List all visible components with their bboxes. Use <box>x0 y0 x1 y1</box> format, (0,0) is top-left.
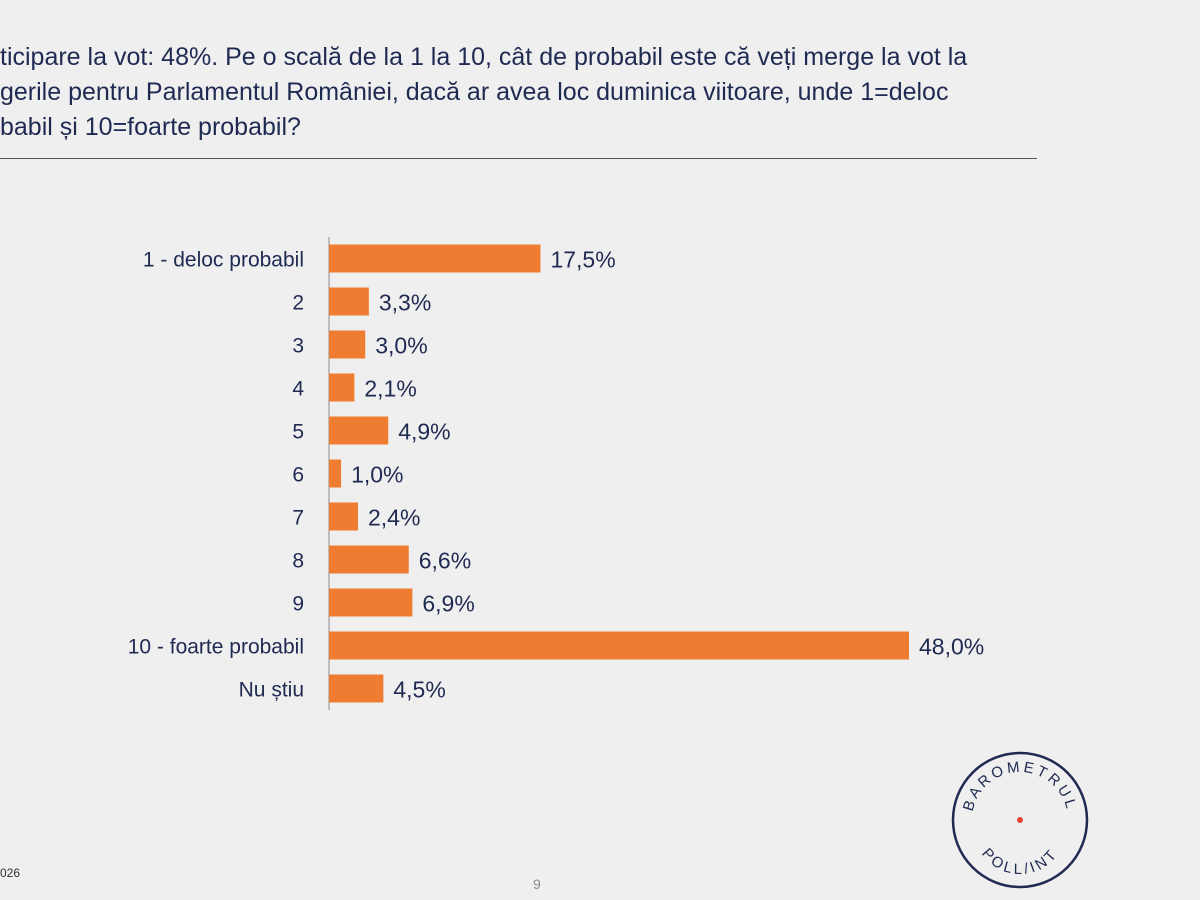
data-label: 1,0% <box>351 462 403 488</box>
logo-dot <box>1017 817 1023 823</box>
bar <box>329 502 358 531</box>
question-line-2: gerile pentru Parlamentul României, dacă… <box>0 78 949 106</box>
question-text: ticipare la vot: 48%. Pe o scală de la 1… <box>0 40 1040 145</box>
bar <box>329 244 541 273</box>
data-label: 4,5% <box>393 677 445 703</box>
bar <box>329 674 384 703</box>
bar <box>329 588 413 617</box>
category-label: 3 <box>292 335 304 358</box>
category-label: 9 <box>292 593 304 616</box>
category-label: 7 <box>292 507 304 530</box>
bar <box>329 545 409 574</box>
data-label: 3,3% <box>379 290 431 316</box>
bar <box>329 330 366 359</box>
bar <box>329 373 355 402</box>
page-number: 9 <box>533 876 541 892</box>
data-label: 17,5% <box>550 247 615 273</box>
bar-chart: 1 - deloc probabil 17,5% 2 3,3% 3 3,0% 4 2,1% 5 4… <box>128 237 984 710</box>
bar <box>329 287 369 316</box>
category-label: Nu știu <box>239 679 304 702</box>
data-label: 2,1% <box>364 376 416 402</box>
question-line-3: babil și 10=foarte probabil? <box>0 113 301 141</box>
logo-ring <box>951 751 1089 889</box>
bar <box>329 416 389 445</box>
question-line-1: ticipare la vot: 48%. Pe o scală de la 1… <box>0 43 968 71</box>
data-label: 6,9% <box>422 591 474 617</box>
data-label: 2,4% <box>368 505 420 531</box>
logo-bottom-text: POLL/INT <box>978 845 1061 878</box>
category-label: 6 <box>292 464 304 487</box>
barometrul-logo: BAROMETRUL POLL/INT <box>951 751 1089 889</box>
data-label: 48,0% <box>919 634 984 660</box>
data-label: 6,6% <box>419 548 471 574</box>
category-label: 5 <box>292 421 304 444</box>
footer-date: 026 <box>0 866 21 880</box>
category-label: 4 <box>292 378 304 401</box>
bar <box>329 459 342 488</box>
category-label: 8 <box>292 550 304 573</box>
data-label: 4,9% <box>398 419 450 445</box>
category-label: 2 <box>292 292 304 315</box>
category-label: 1 - deloc probabil <box>143 249 304 272</box>
category-label: 10 - foarte probabil <box>128 636 304 659</box>
title-divider <box>0 158 1037 159</box>
data-label: 3,0% <box>375 333 427 359</box>
bar <box>329 631 909 660</box>
